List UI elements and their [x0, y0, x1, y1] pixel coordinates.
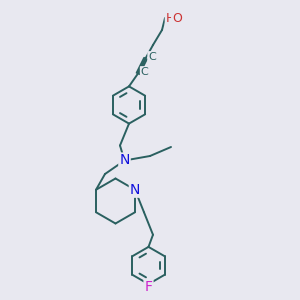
Text: F: F	[145, 280, 152, 294]
Text: N: N	[130, 183, 140, 197]
Text: N: N	[119, 154, 130, 167]
Text: O: O	[172, 11, 182, 25]
Text: H: H	[166, 11, 175, 25]
Text: C: C	[141, 67, 148, 77]
Text: C: C	[148, 52, 156, 62]
